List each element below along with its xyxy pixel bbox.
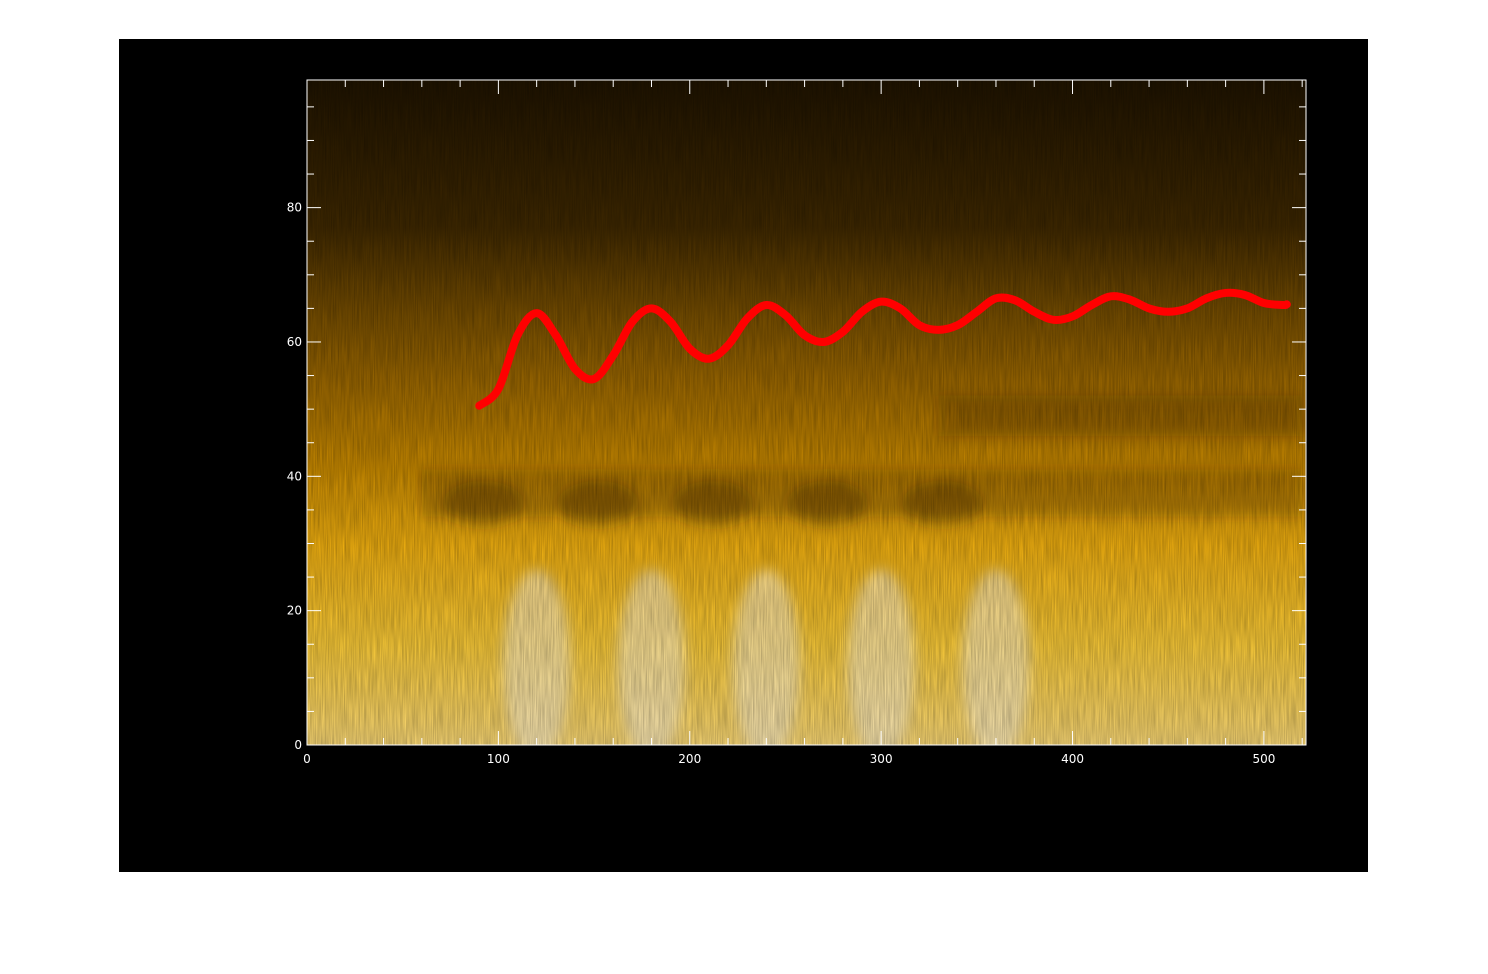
x-tick-label: 200 xyxy=(678,752,701,766)
x-tick-label: 300 xyxy=(870,752,893,766)
red-trace-layer xyxy=(475,288,1291,410)
x-tick-label: 400 xyxy=(1061,752,1084,766)
x-tick-label: 100 xyxy=(487,752,510,766)
x-tick-label: 500 xyxy=(1252,752,1275,766)
y-tick-label: 20 xyxy=(287,604,302,618)
x-tick-label: 0 xyxy=(303,752,311,766)
red-trace-line xyxy=(475,288,1291,410)
y-tick-label: 40 xyxy=(287,469,302,483)
plot-frame xyxy=(306,79,1307,746)
y-tick-label: 0 xyxy=(294,738,302,752)
plot-border xyxy=(306,79,1307,746)
y-tick-label: 80 xyxy=(287,201,302,215)
heatmap-image xyxy=(307,80,1306,745)
heatmap-grain xyxy=(307,80,1306,745)
axis-ticks: 0 100 200 300 400 500 0 20 40 60 80 xyxy=(287,80,1306,766)
y-tick-label: 60 xyxy=(287,335,302,349)
